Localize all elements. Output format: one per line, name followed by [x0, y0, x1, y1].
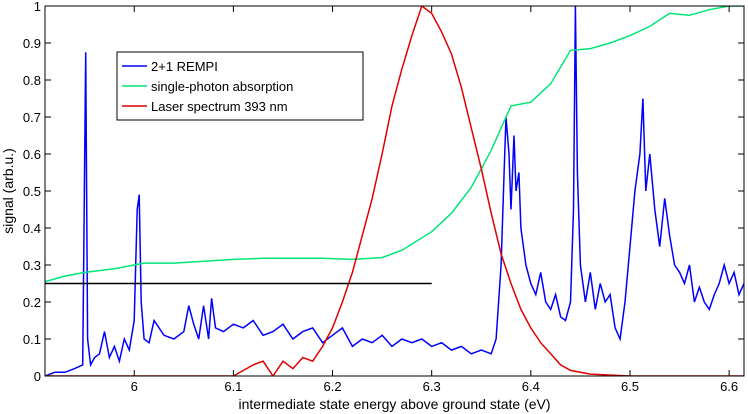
y-tick-label: 0 — [34, 369, 41, 384]
series-line-0 — [45, 6, 744, 376]
y-tick-label: 0.9 — [23, 36, 41, 51]
y-axis-label: signal (arb.u.) — [0, 148, 16, 234]
y-tick-label: 0.6 — [23, 147, 41, 162]
y-tick-label: 0.8 — [23, 73, 41, 88]
x-axis-label: intermediate state energy above ground s… — [238, 396, 550, 412]
x-tick-label: 6.4 — [522, 379, 540, 394]
plot-area — [45, 6, 744, 376]
y-tick-label: 0.2 — [23, 295, 41, 310]
x-tick-label: 6.2 — [323, 379, 341, 394]
legend-label: 2+1 REMPI — [151, 59, 218, 74]
x-tick-label: 6 — [131, 379, 138, 394]
legend-box — [116, 51, 364, 121]
x-tick-label: 6.5 — [621, 379, 639, 394]
y-tick-label: 1 — [34, 0, 41, 14]
x-tick-label: 6.3 — [423, 379, 441, 394]
y-tick-label: 0.1 — [23, 332, 41, 347]
x-axis: 6 6.1 6.2 6.3 6.4 6.5 6.6 — [131, 6, 738, 394]
y-tick-label: 0.3 — [23, 258, 41, 273]
y-tick-label: 0.7 — [23, 110, 41, 125]
legend-label: Laser spectrum 393 nm — [151, 99, 288, 114]
series-line-2 — [45, 6, 744, 376]
series-line-1 — [45, 6, 744, 283]
y-tick-label: 0.4 — [23, 221, 41, 236]
y-tick-label: 0.5 — [23, 184, 41, 199]
y-axis: 0 0.1 0.2 0.3 0.4 0.5 0.6 0.7 0.8 0.9 1 — [23, 0, 744, 384]
x-tick-label: 6.6 — [720, 379, 738, 394]
x-tick-label: 6.1 — [224, 379, 242, 394]
legend-label: single-photon absorption — [151, 79, 293, 94]
legend: 2+1 REMPI single-photon absorption Laser s… — [116, 51, 364, 121]
